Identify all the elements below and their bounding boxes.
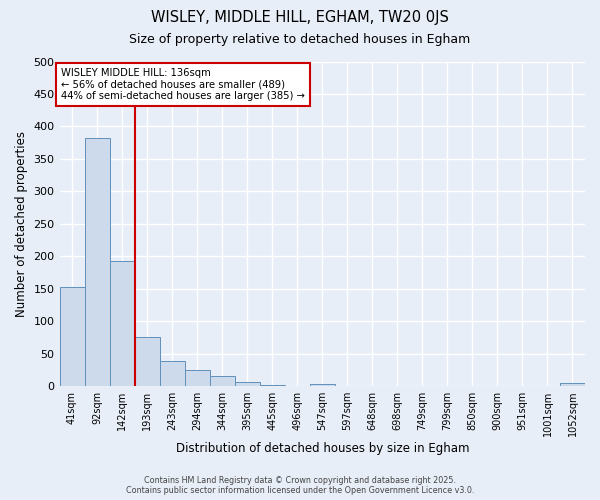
Bar (59, 288, 85, 386)
Text: Contains HM Land Registry data © Crown copyright and database right 2025.
Contai: Contains HM Land Registry data © Crown c… (126, 476, 474, 495)
Bar (260, 385, 285, 386)
Bar (310, 384, 335, 386)
Bar (560, 384, 585, 386)
Text: WISLEY, MIDDLE HILL, EGHAM, TW20 0JS: WISLEY, MIDDLE HILL, EGHAM, TW20 0JS (151, 10, 449, 25)
Bar (160, 362, 185, 386)
Y-axis label: Number of detached properties: Number of detached properties (15, 131, 28, 317)
Text: WISLEY MIDDLE HILL: 136sqm
← 56% of detached houses are smaller (489)
44% of sem: WISLEY MIDDLE HILL: 136sqm ← 56% of deta… (61, 68, 305, 101)
Bar (185, 370, 209, 386)
Bar (235, 382, 260, 386)
X-axis label: Distribution of detached houses by size in Egham: Distribution of detached houses by size … (176, 442, 469, 455)
Bar (209, 376, 235, 386)
Bar (110, 261, 134, 386)
Bar (85, 138, 110, 386)
Bar (134, 336, 160, 386)
Text: Size of property relative to detached houses in Egham: Size of property relative to detached ho… (130, 32, 470, 46)
